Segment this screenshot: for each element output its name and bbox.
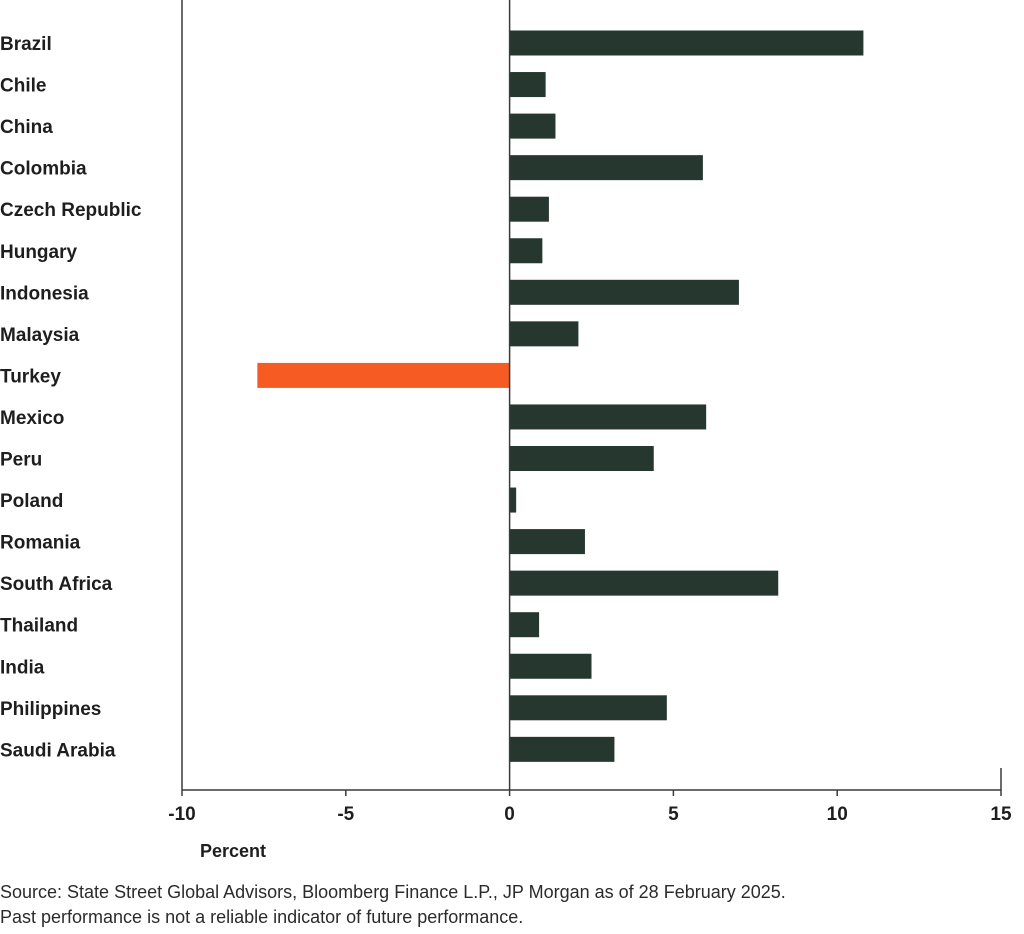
disclaimer-line: Past performance is not a reliable indic…: [0, 907, 524, 927]
category-labels-group: Brazil Chile China Colombia Czech Republic Hu…: [0, 34, 142, 761]
bar-chart: Brazil Chile China Colombia Czech Republic Hu…: [0, 0, 1012, 861]
x-ticks-group: -10 -5 0 5 10 15: [168, 790, 1012, 825]
x-tick-label: 5: [668, 804, 679, 825]
bar-saudi-arabia: [509, 736, 615, 762]
bar-colombia: [509, 155, 703, 181]
bar-india: [509, 653, 592, 679]
category-label: Thailand: [0, 616, 78, 637]
bar-south-africa: [509, 570, 779, 596]
bars-group: [257, 30, 864, 762]
category-label: Turkey: [0, 366, 61, 387]
bar-romania: [509, 529, 585, 555]
category-label: Chile: [0, 76, 46, 97]
category-label: China: [0, 117, 53, 138]
category-label: Philippines: [0, 699, 101, 720]
category-label: Romania: [0, 533, 81, 554]
category-label: Czech Republic: [0, 200, 142, 221]
category-label: Poland: [0, 491, 63, 512]
x-tick-label: 15: [990, 804, 1012, 825]
bar-czech-republic: [509, 196, 549, 222]
category-label: Indonesia: [0, 283, 89, 304]
bar-peru: [509, 446, 654, 471]
bar-poland: [509, 487, 517, 513]
category-label: Saudi Arabia: [0, 740, 116, 761]
category-label: Brazil: [0, 34, 52, 55]
x-axis-title: Percent: [200, 841, 266, 861]
source-line: Source: State Street Global Advisors, Bl…: [0, 882, 786, 902]
category-label: India: [0, 657, 45, 678]
category-label: Colombia: [0, 159, 87, 180]
bar-chile: [509, 72, 546, 98]
x-tick-label: -10: [168, 804, 195, 825]
category-label: South Africa: [0, 574, 113, 595]
category-label: Peru: [0, 450, 42, 471]
bar-hungary: [509, 238, 543, 264]
bar-mexico: [509, 404, 707, 430]
bar-indonesia: [509, 279, 739, 305]
category-label: Malaysia: [0, 325, 80, 346]
x-tick-label: -5: [337, 804, 354, 825]
bar-malaysia: [509, 321, 579, 347]
bar-brazil: [509, 30, 864, 56]
bar-turkey: [257, 362, 510, 388]
x-tick-label: 0: [504, 804, 515, 825]
bar-thailand: [509, 612, 540, 638]
category-label: Hungary: [0, 242, 78, 263]
source-note: Source: State Street Global Advisors, Bl…: [0, 880, 1020, 930]
bar-china: [509, 113, 556, 139]
category-label: Mexico: [0, 408, 64, 429]
bar-philippines: [509, 695, 667, 721]
x-tick-label: 10: [827, 804, 848, 825]
